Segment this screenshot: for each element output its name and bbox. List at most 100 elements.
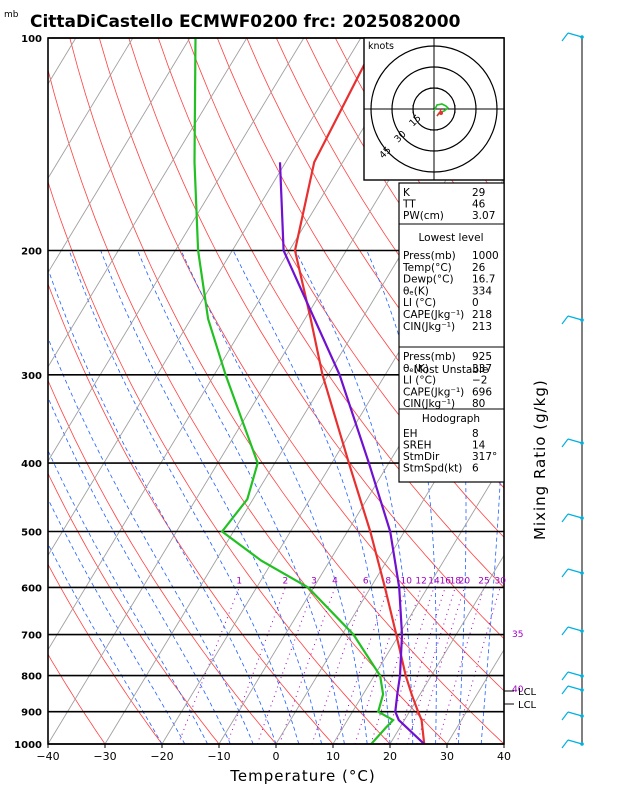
mixing-ratio-label: 20: [459, 576, 471, 586]
isotherm: [48, 38, 419, 651]
mixing-ratio-label: 1: [236, 576, 242, 586]
index-value: 218: [472, 309, 492, 321]
pressure-tick-200: 200: [21, 247, 42, 258]
dry-adiabat: [69, 38, 504, 744]
index-value: 6: [472, 463, 479, 475]
wind-barb-shaft: [567, 626, 583, 632]
moist-adiabat: [48, 498, 186, 744]
profile-temperature: [293, 38, 426, 744]
dry-adiabat: [542, 38, 618, 744]
index-value: 213: [472, 321, 492, 333]
wind-barb-flag: [561, 711, 569, 721]
dry-adiabat: [98, 38, 504, 692]
wind-barb-base: [580, 571, 584, 575]
index-value: 46: [472, 199, 486, 211]
lcl-label-1: LCL: [518, 687, 537, 698]
index-label: EH: [403, 428, 418, 440]
wind-barb-shaft: [567, 671, 583, 677]
mixing-ratio-label: 25: [478, 576, 489, 586]
hodograph: knots 15 30 45: [363, 37, 505, 181]
index-value: −2: [472, 375, 487, 387]
index-label: StmSpd(kt): [403, 463, 462, 475]
pressure-tick-700: 700: [21, 631, 42, 642]
dry-adiabat: [48, 563, 163, 744]
temp-tick-label: 20: [383, 750, 397, 763]
dry-adiabat: [216, 38, 504, 489]
index-value: 80: [472, 398, 485, 410]
isotherm: [161, 177, 504, 744]
index-value: 14: [472, 440, 486, 452]
dry-adiabat: [48, 653, 106, 744]
index-label: CAPE(Jkg⁻¹): [403, 309, 464, 321]
mixing-ratio-label: 30: [494, 576, 506, 586]
mixing-ratio-line: [370, 587, 422, 744]
lcl-markers: LCL LCL: [504, 687, 537, 711]
index-label: LI (°C): [403, 375, 436, 387]
index-value: 8: [472, 428, 479, 440]
mixing-ratio-label: 6: [363, 576, 369, 586]
wind-barb-shaft: [567, 513, 583, 519]
isotherm: [48, 38, 134, 180]
wind-barb-flag: [561, 626, 569, 636]
isotherm: [48, 38, 362, 557]
wind-barb-flag: [561, 513, 569, 523]
index-label: StmDir: [403, 451, 440, 463]
index-label: CAPE(Jkg⁻¹): [403, 386, 464, 398]
isotherm: [48, 38, 191, 274]
wind-barb-shaft: [567, 711, 583, 717]
temp-tick-label: 10: [326, 750, 340, 763]
wind-barb-shaft: [567, 685, 583, 691]
wind-barb-base: [580, 35, 584, 39]
mixing-ratio-label: 10: [400, 576, 412, 586]
pressure-tick-labels: 100 200 300 400 500 600 700 800 900 1000: [14, 34, 42, 751]
index-label: LI (°C): [403, 297, 436, 309]
moist-adiabat: [100, 250, 322, 744]
index-label: CIN(Jkg⁻¹): [403, 398, 455, 410]
hodograph-unit: knots: [368, 41, 394, 52]
moist-adiabat: [48, 449, 208, 744]
index-label: Press(mb): [403, 250, 456, 262]
wind-barb-flag: [561, 739, 569, 749]
mixing-ratio-label: 4: [332, 576, 338, 586]
index-value: 696: [472, 386, 492, 398]
mixing-ratio-label: 14: [428, 576, 440, 586]
pressure-tick-300: 300: [21, 371, 42, 382]
index-value: 334: [472, 285, 492, 297]
index-label: θₑ(K): [403, 285, 429, 297]
dry-adiabat: [187, 38, 504, 538]
index-value: 317°: [472, 451, 497, 463]
index-label: TT: [402, 199, 416, 211]
index-label: Temp(°C): [402, 262, 452, 274]
wind-barb-flag: [561, 315, 569, 325]
temp-tick-label: −10: [207, 750, 230, 763]
index-label: θₑ(K): [403, 363, 429, 375]
index-label: CIN(Jkg⁻¹): [403, 321, 455, 333]
mixing-ratio-label: 2: [283, 576, 289, 586]
pressure-tick-500: 500: [21, 528, 42, 539]
moist-adiabat: [48, 543, 163, 744]
dry-adiabat: [512, 38, 618, 744]
wind-barb-shaft: [567, 438, 583, 444]
temp-tick-label: 0: [273, 750, 280, 763]
moist-adiabat: [180, 250, 368, 744]
dry-adiabat: [48, 379, 277, 744]
wind-barb-base: [580, 516, 584, 520]
temperature-tick-labels: −40 −30 −20 −10 0 10 20 30 40: [36, 744, 511, 763]
wind-barb-flag: [561, 568, 569, 578]
mixing-ratio-line: [396, 587, 446, 744]
mixing-ratio-label: 18: [450, 576, 462, 586]
wind-barb-shaft: [567, 739, 583, 745]
theta-e-label: 35: [512, 630, 523, 640]
index-value: 1000: [472, 250, 499, 262]
pressure-tick-400: 400: [21, 459, 42, 470]
index-value: 29: [472, 187, 485, 199]
isotherm: [48, 38, 305, 463]
chart-title: CittaDiCastello ECMWF0200 frc: 202508200…: [30, 12, 461, 32]
index-value: 3.07: [472, 210, 495, 222]
profile-dewpoint: [193, 38, 395, 744]
most-unstable-title: Most Unstable: [414, 364, 489, 376]
wind-barb-base: [580, 688, 584, 692]
index-value: 16.7: [472, 274, 495, 286]
